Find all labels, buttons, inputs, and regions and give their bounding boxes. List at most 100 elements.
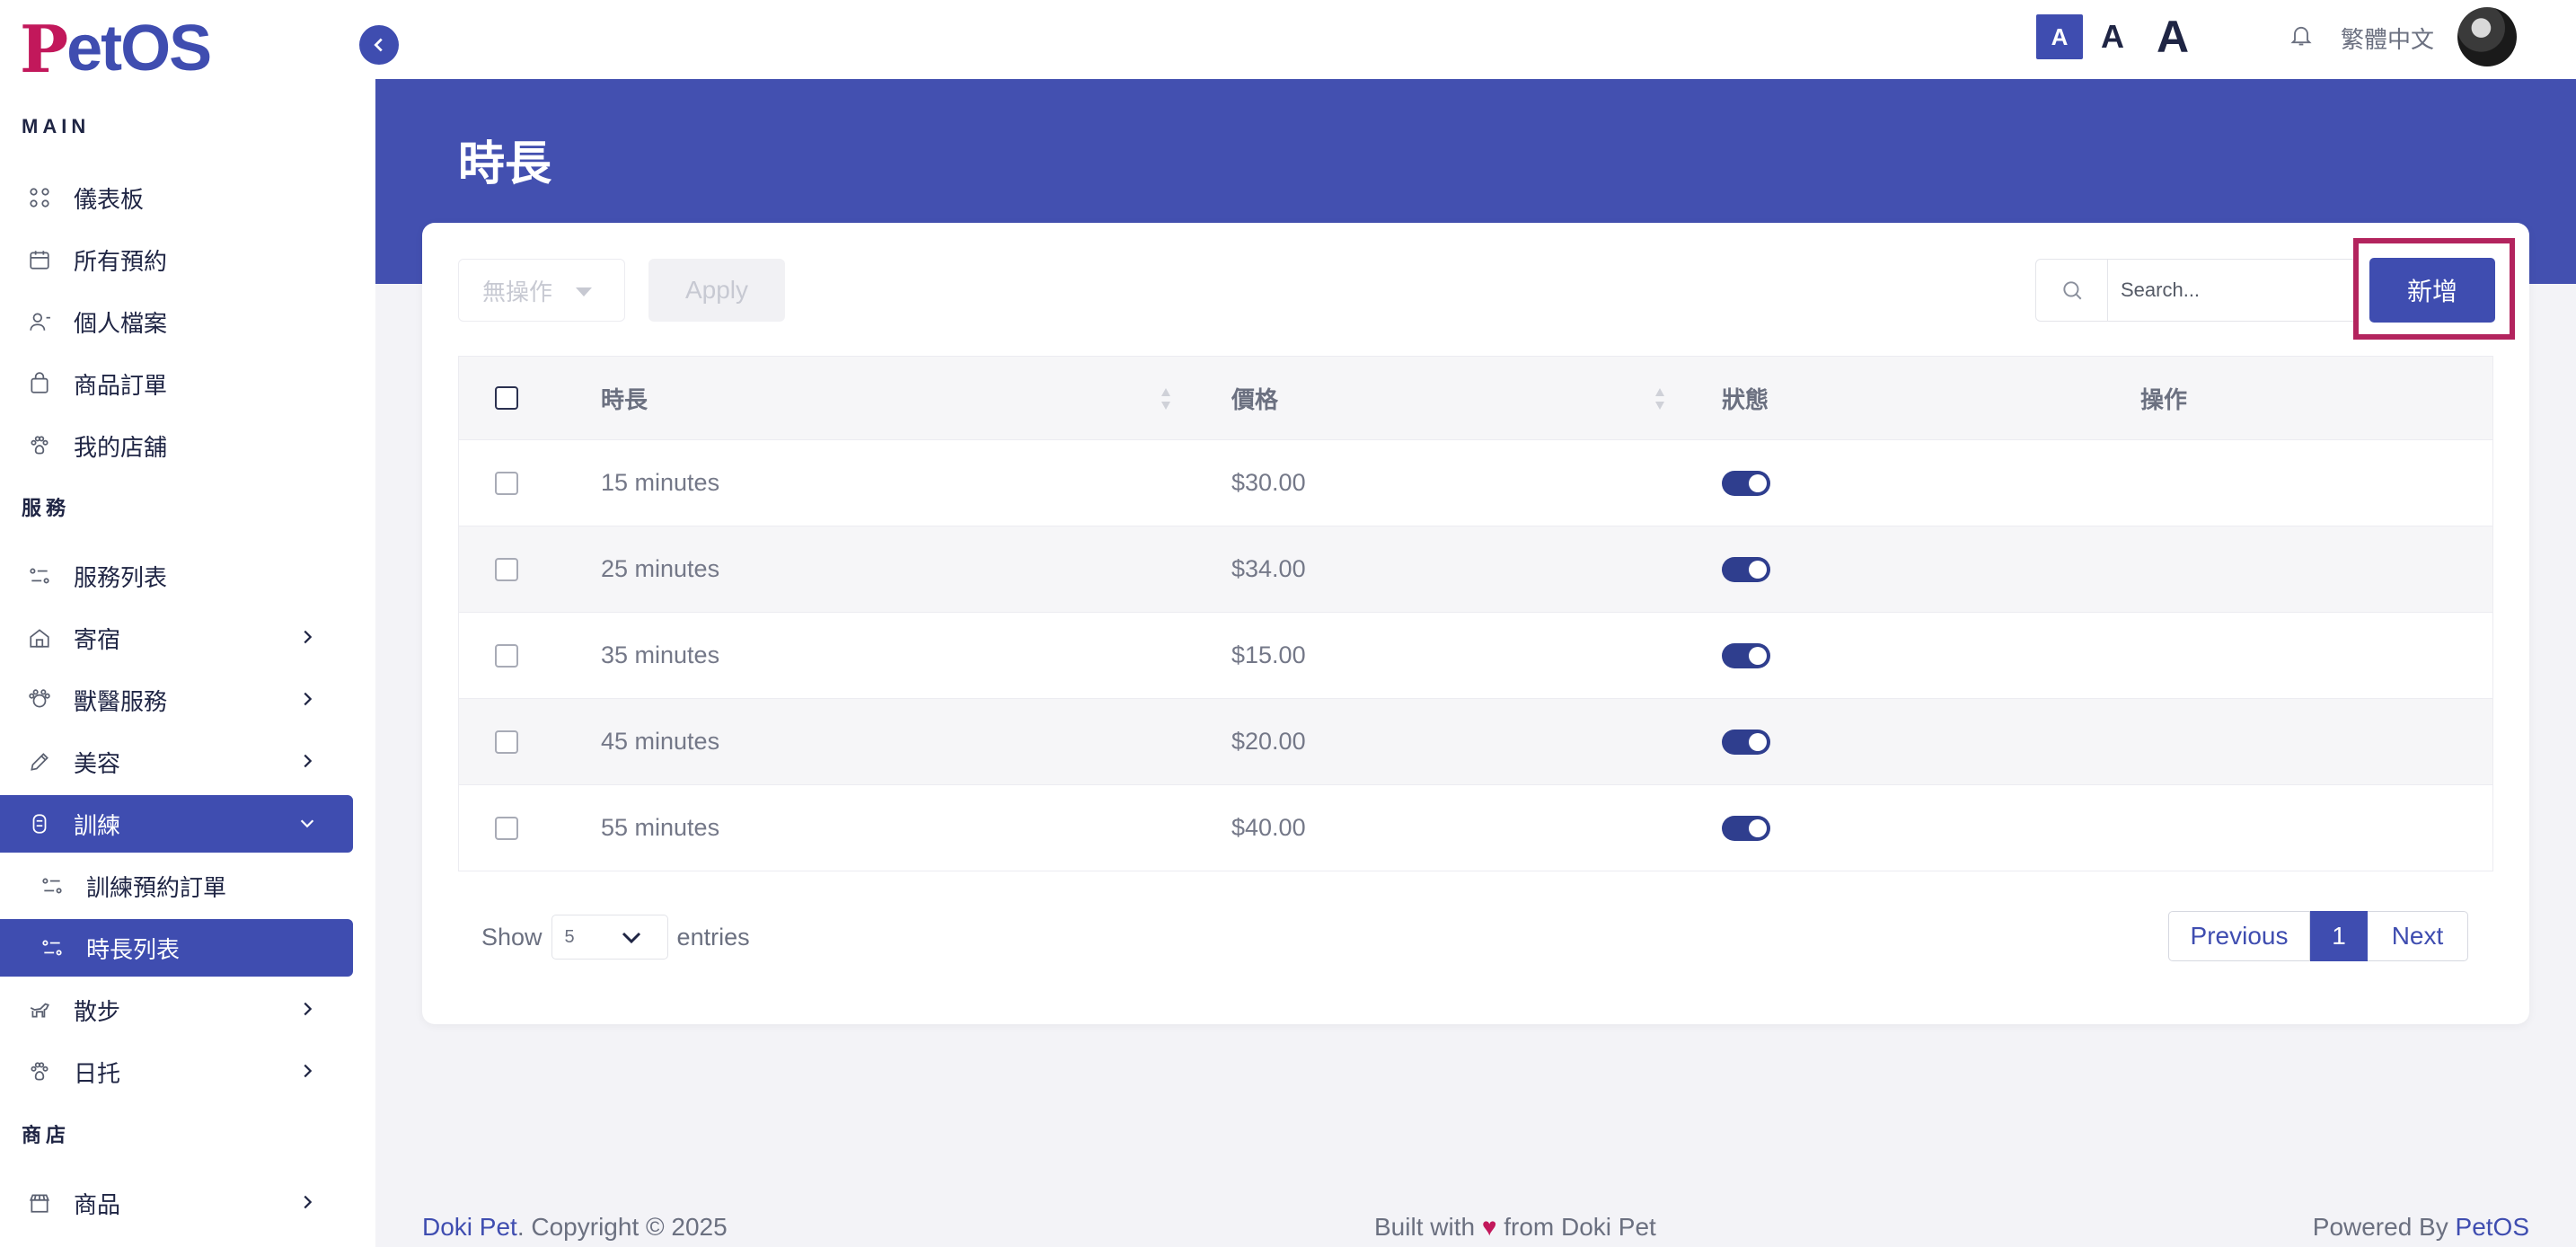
- sidebar-item-all-bookings[interactable]: 所有預約: [0, 231, 353, 288]
- powered-brand-link[interactable]: PetOS: [2455, 1213, 2529, 1241]
- row-checkbox[interactable]: [495, 816, 518, 840]
- row-checkbox[interactable]: [495, 643, 518, 668]
- powered-prefix: Powered By: [2312, 1213, 2456, 1241]
- font-size-large-button[interactable]: A: [2156, 12, 2190, 62]
- walk-icon: [27, 997, 52, 1022]
- logo-text: etOS: [66, 13, 212, 84]
- apply-button[interactable]: Apply: [648, 259, 785, 322]
- entries-select[interactable]: 5: [551, 915, 668, 960]
- sidebar-item-products[interactable]: 商品: [0, 1174, 353, 1232]
- section-shop: 商店: [22, 1124, 71, 1146]
- chevron-right-icon: [304, 1002, 313, 1016]
- row-select-cell: [495, 613, 518, 698]
- sidebar-item-label: 散步: [74, 997, 121, 1025]
- toggle-knob: [1749, 560, 1767, 579]
- sidebar-item-label: 訓練預約訂單: [86, 873, 227, 901]
- table-row: 45 minutes $20.00: [459, 698, 2492, 784]
- toggle-knob: [1749, 646, 1767, 665]
- duration-table: 時長 價格 狀態 操作 15 minutes $30.00 25 minutes…: [458, 356, 2493, 871]
- status-cell: [1722, 699, 1770, 784]
- sidebar-item-walking[interactable]: 散步: [0, 981, 353, 1039]
- price-cell: $15.00: [1231, 641, 1306, 668]
- avatar[interactable]: [2457, 7, 2517, 66]
- status-toggle[interactable]: [1722, 556, 1770, 582]
- sort-icon[interactable]: [1654, 385, 1666, 412]
- sidebar-item-service-list[interactable]: 服務列表: [0, 547, 353, 605]
- font-size-medium-button[interactable]: A: [2101, 18, 2124, 55]
- paw-icon: [27, 433, 52, 458]
- row-checkbox[interactable]: [495, 557, 518, 581]
- footer-powered-by: Powered By PetOS: [2313, 1213, 2529, 1242]
- sidebar-item-boarding[interactable]: 寄宿: [0, 609, 353, 667]
- search-icon: [2036, 260, 2108, 321]
- bell-icon[interactable]: [2289, 22, 2314, 49]
- status-toggle[interactable]: [1722, 815, 1770, 841]
- sidebar-item-training-orders[interactable]: 訓練預約訂單: [0, 857, 353, 915]
- row-select-cell: [495, 440, 518, 526]
- pagination: Previous 1 Next: [2168, 911, 2468, 961]
- footer-copyright: Doki Pet. Copyright © 2025: [422, 1213, 728, 1242]
- chevron-right-icon: [304, 692, 313, 706]
- store-icon: [27, 1190, 52, 1216]
- sidebar-item-duration-list[interactable]: 時長列表: [0, 919, 353, 977]
- row-checkbox[interactable]: [495, 730, 518, 754]
- sidebar-item-label: 日托: [74, 1059, 121, 1087]
- price-cell: $40.00: [1231, 814, 1306, 841]
- add-button[interactable]: 新增: [2369, 258, 2495, 323]
- sidebar-collapse-button[interactable]: [359, 25, 399, 65]
- sidebar-item-label: 儀表板: [74, 185, 145, 213]
- language-selector[interactable]: 繁體中文: [2341, 26, 2435, 53]
- show-entries: Show 5 entries: [481, 915, 750, 960]
- duration-cell: 35 minutes: [601, 641, 720, 668]
- user-icon: [27, 309, 52, 334]
- previous-page-button[interactable]: Previous: [2168, 911, 2310, 961]
- page-1-button[interactable]: 1: [2310, 911, 2368, 961]
- sidebar-item-label: 美容: [74, 749, 121, 777]
- dashboard-icon: [27, 185, 52, 210]
- duration-cell: 25 minutes: [601, 555, 720, 582]
- sidebar-item-daycare[interactable]: 日托: [0, 1043, 353, 1101]
- sidebar-item-grooming[interactable]: 美容: [0, 733, 353, 791]
- content-card: 無操作 Apply 新增 時長 價格 狀態 操作 15 mi: [422, 223, 2529, 1024]
- chevron-down-icon: [622, 932, 640, 944]
- bulk-action-select[interactable]: 無操作: [458, 259, 625, 322]
- toggle-knob: [1749, 473, 1767, 492]
- toggle-knob: [1749, 732, 1767, 751]
- page-title: 時長: [458, 138, 552, 190]
- sort-icon[interactable]: [1160, 385, 1172, 412]
- sidebar-item-my-store[interactable]: 我的店舖: [0, 417, 353, 474]
- sidebar-item-vet-services[interactable]: 獸醫服務: [0, 671, 353, 729]
- list-icon: [40, 873, 65, 898]
- table-header-row: 時長 價格 狀態 操作: [459, 357, 2492, 439]
- sidebar-item-label: 訓練: [74, 811, 121, 839]
- table-row: 55 minutes $40.00: [459, 784, 2492, 871]
- sidebar-item-label: 商品: [74, 1190, 121, 1218]
- table-row: 25 minutes $34.00: [459, 526, 2492, 612]
- list-icon: [27, 563, 52, 588]
- sidebar-item-product-orders[interactable]: 商品訂單: [0, 355, 353, 412]
- font-size-small-button[interactable]: A: [2036, 14, 2083, 59]
- select-all-checkbox[interactable]: [495, 386, 518, 410]
- chevron-down-icon: [300, 819, 314, 828]
- search-input[interactable]: [2108, 263, 2342, 317]
- status-cell: [1722, 526, 1770, 612]
- column-header-duration[interactable]: 時長: [601, 385, 648, 413]
- status-toggle[interactable]: [1722, 470, 1770, 496]
- heart-icon: ♥: [1481, 1213, 1497, 1241]
- brush-icon: [27, 749, 52, 774]
- chevron-right-icon: [304, 1195, 313, 1209]
- sidebar-item-training[interactable]: 訓練: [0, 795, 353, 853]
- status-toggle[interactable]: [1722, 642, 1770, 668]
- column-header-price[interactable]: 價格: [1231, 385, 1279, 413]
- sidebar-item-profile[interactable]: 個人檔案: [0, 293, 353, 350]
- sidebar-item-dashboard[interactable]: 儀表板: [0, 169, 353, 226]
- next-page-button[interactable]: Next: [2368, 911, 2468, 961]
- show-label: Show: [481, 923, 543, 951]
- status-toggle[interactable]: [1722, 729, 1770, 755]
- home-icon: [27, 625, 52, 650]
- row-select-cell: [495, 699, 518, 784]
- footer-brand-link[interactable]: Doki Pet: [422, 1213, 517, 1241]
- row-checkbox[interactable]: [495, 471, 518, 495]
